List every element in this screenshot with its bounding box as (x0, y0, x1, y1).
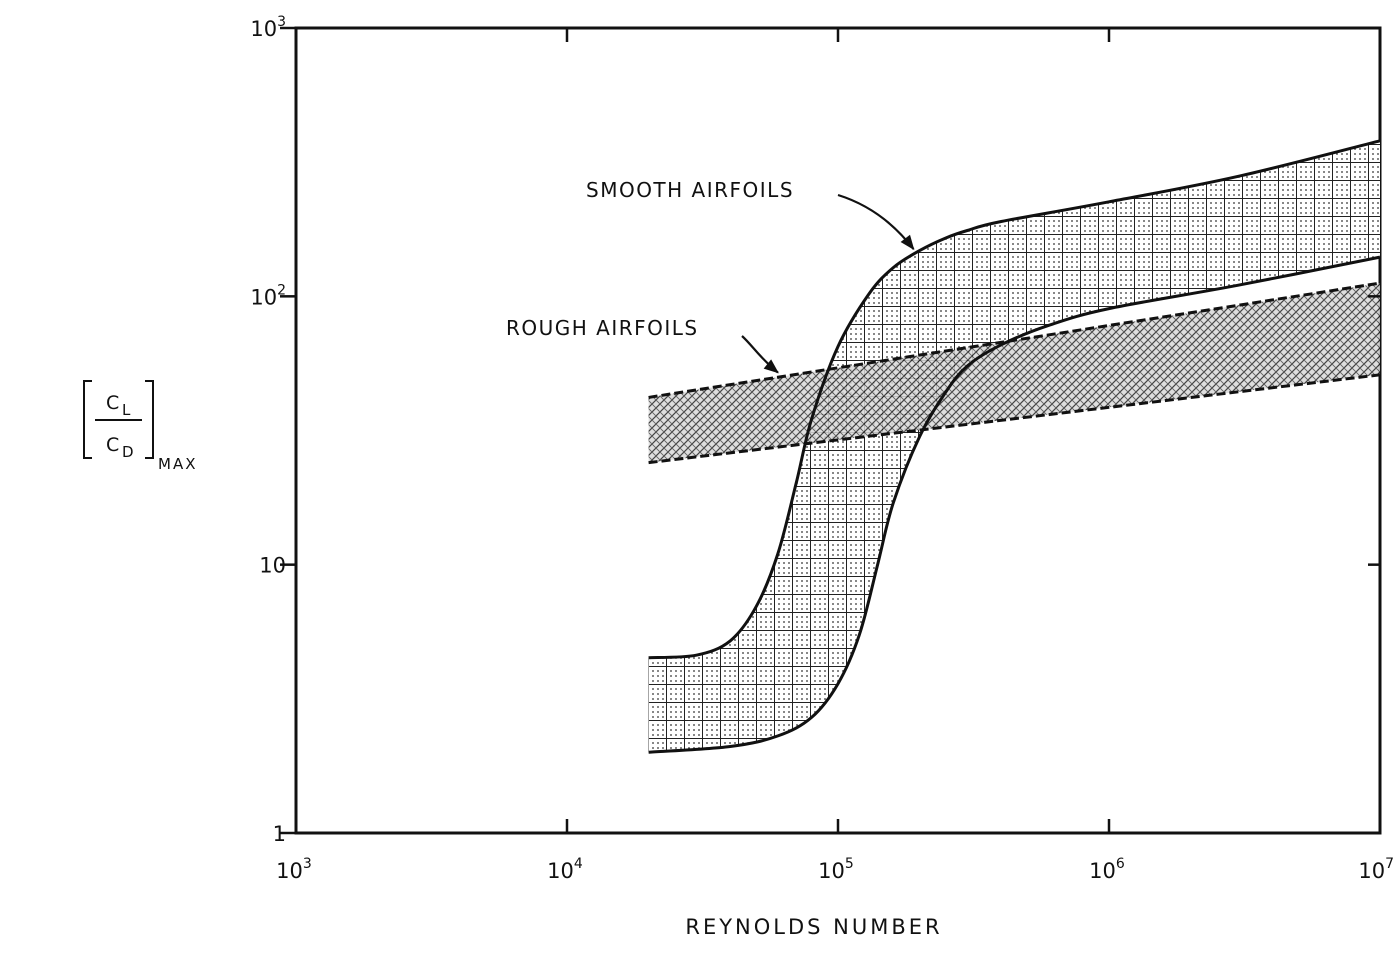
y-title-numerator-sub: L (122, 401, 132, 419)
x-tick-label: 107 (1358, 856, 1394, 883)
y-axis-title: C L C D MAX (83, 380, 197, 473)
y-title-numerator: C (106, 392, 119, 414)
x-tick-label: 105 (818, 856, 854, 883)
rough-airfoils-upper-line (648, 281, 1381, 399)
smooth-airfoils-band (648, 140, 1380, 753)
smooth-airfoils-upper-line (648, 139, 1381, 660)
y-title-subscript: MAX (158, 455, 197, 473)
rough-airfoils-band (648, 283, 1380, 463)
x-tick-labels: 103 104 105 106 107 (276, 856, 1394, 883)
data-bands (648, 139, 1381, 754)
annotation-arrowhead (900, 234, 915, 251)
y-tick-label: 10 (259, 554, 286, 578)
x-tick-label: 106 (1089, 856, 1125, 883)
y-title-denominator: C (106, 434, 119, 456)
rough-airfoils-lower-line (648, 373, 1381, 465)
series-label: SMOOTH AIRFOILS (586, 178, 794, 202)
y-tick-label: 1 (273, 822, 286, 846)
y-tick-label: 102 (250, 282, 286, 309)
y-tick-label: 103 (250, 14, 286, 41)
y-title-denominator-sub: D (122, 443, 136, 461)
smooth-airfoils-lower-line (648, 255, 1381, 754)
axis-ticks (280, 26, 1382, 835)
annotation-arrowhead (763, 359, 779, 374)
x-tick-label: 103 (276, 856, 312, 883)
x-axis-title: REYNOLDS NUMBER (685, 915, 942, 939)
x-tick-label: 104 (547, 856, 583, 883)
series-label: ROUGH AIRFOILS (506, 316, 699, 340)
annotations: SMOOTH AIRFOILS ROUGH AIRFOILS (506, 178, 915, 374)
y-tick-labels: 1 10 102 103 (250, 14, 286, 846)
